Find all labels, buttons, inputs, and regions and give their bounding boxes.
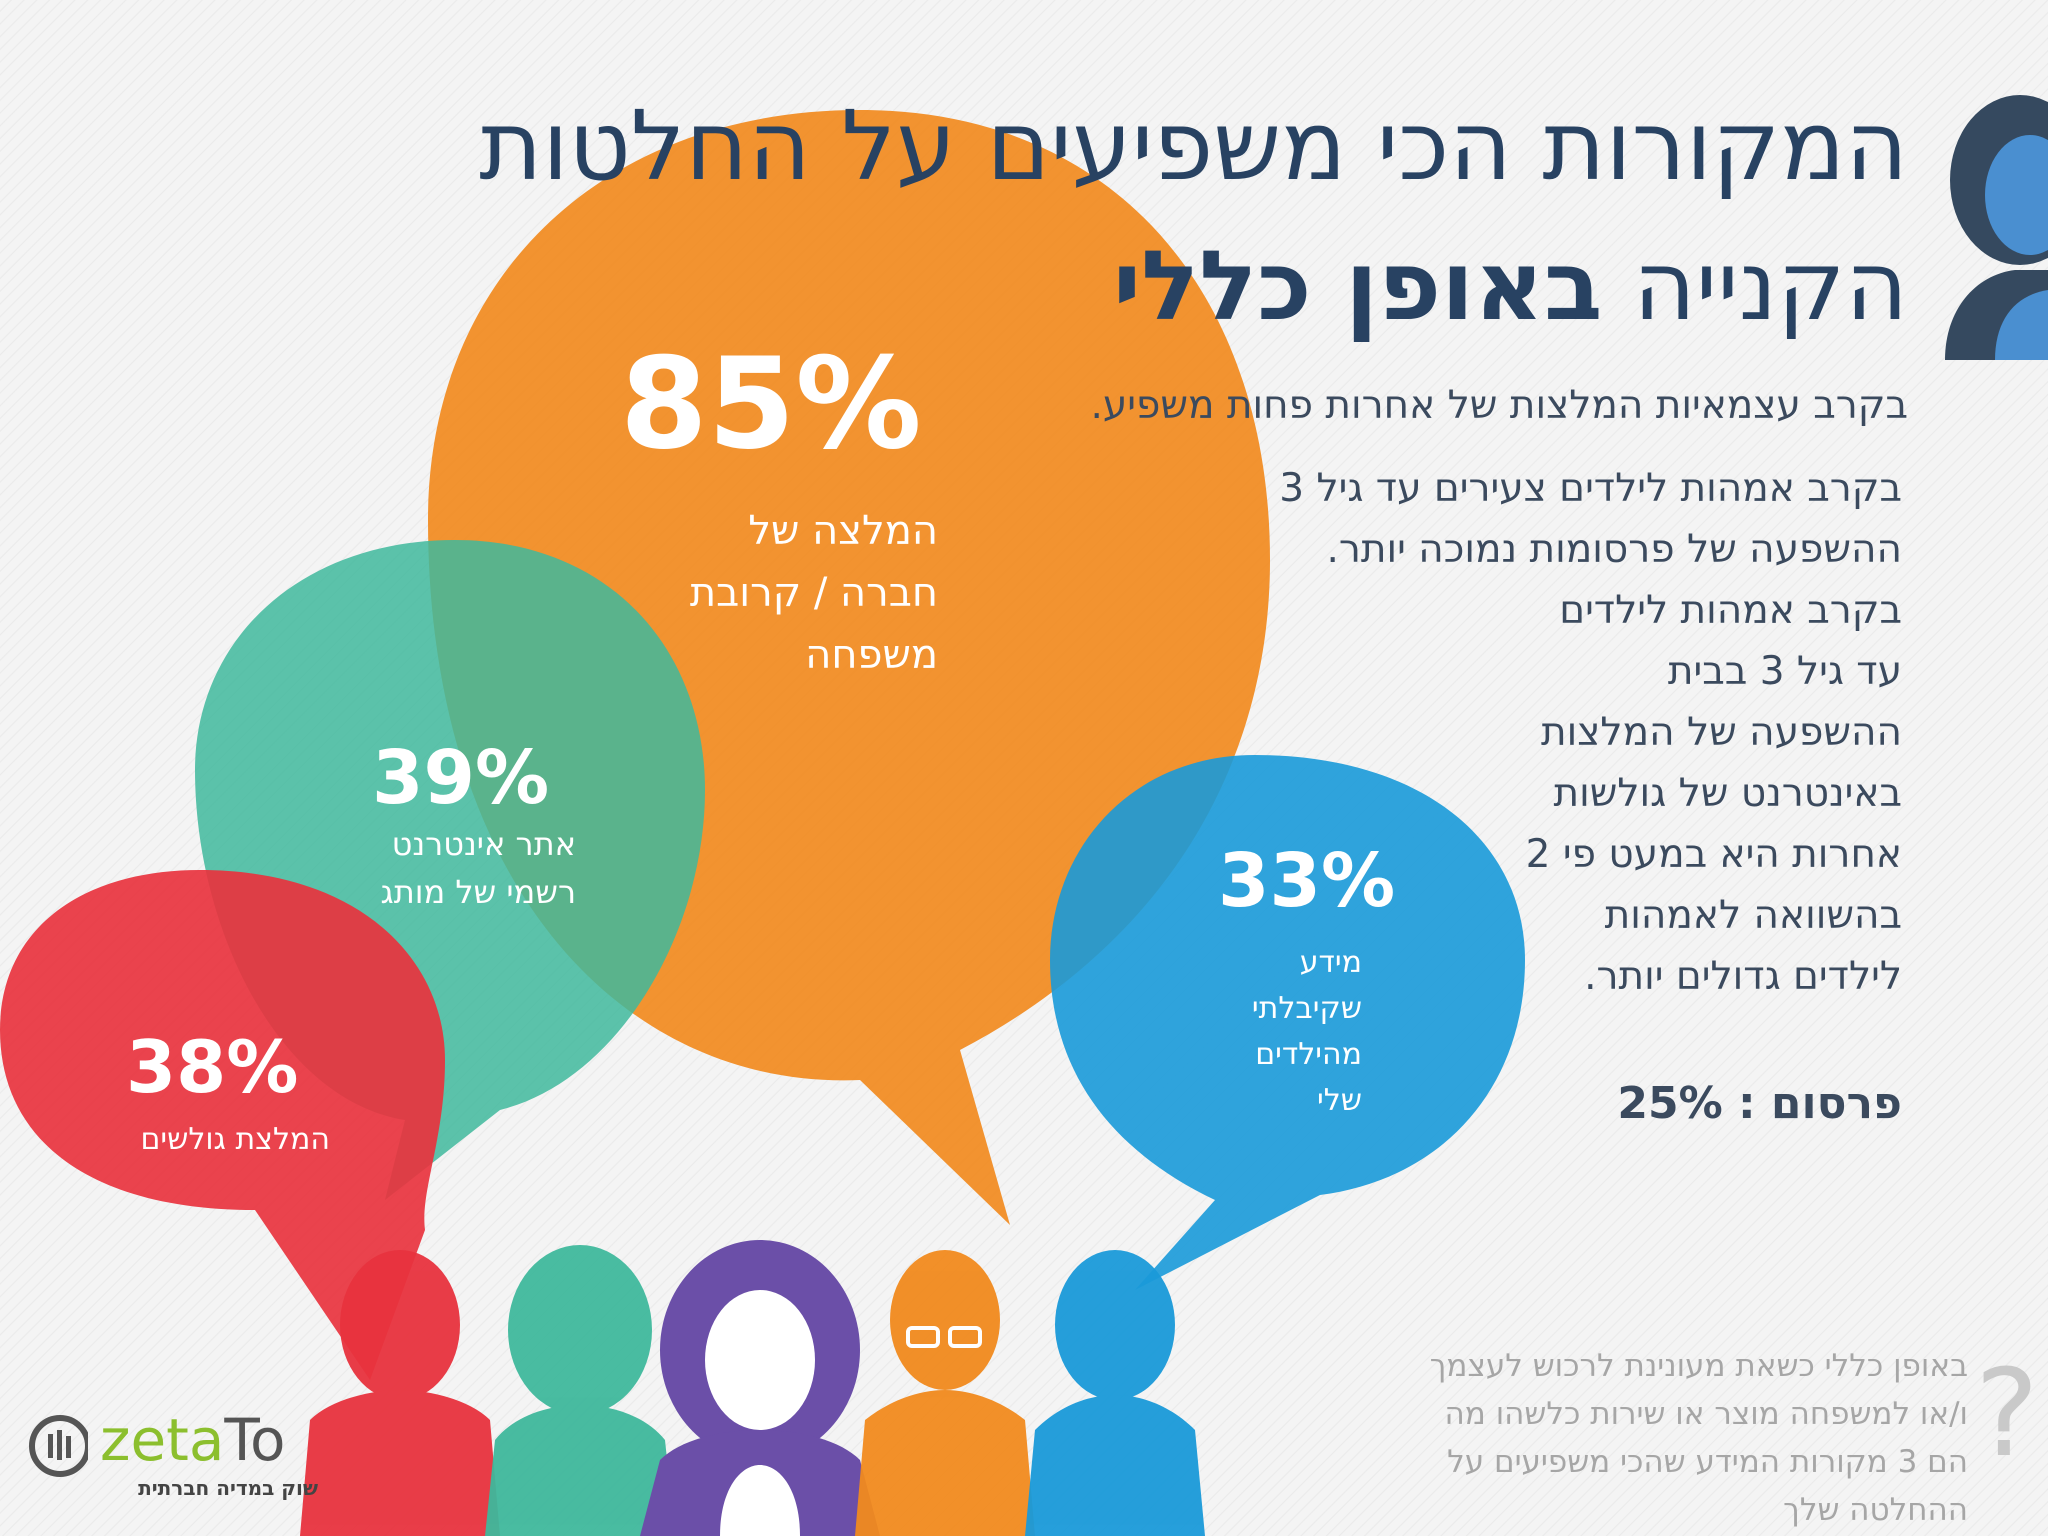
- blue-label-line: שלי: [1316, 1083, 1362, 1118]
- note-line: אחרות היא במעט פי 2: [1525, 832, 1902, 877]
- teal-percent: 39%: [372, 735, 550, 821]
- logo-mark-icon: [29, 1415, 88, 1477]
- red-label-line: המלצת גולשים: [140, 1122, 330, 1157]
- orange-label: המלצה של חברה / קרובת משפחה: [690, 500, 938, 686]
- blue-label-line: שקיבלתי: [1251, 991, 1362, 1026]
- title-bold: באופן כללי: [1112, 230, 1603, 342]
- note-line: עד גיל 3 בבית: [1667, 649, 1902, 694]
- zeta-logo: zetaTo שוק במדיה חברתית: [28, 1408, 318, 1508]
- advertising-value: 25%: [1617, 1078, 1723, 1129]
- teal-label-line: אתר אינטרנט: [391, 825, 576, 863]
- note-top: בקרב עצמאיות המלצות של אחרות פחות משפיע.: [1090, 383, 1909, 428]
- person-teal-icon: [485, 1245, 675, 1536]
- logo-brand-b: To: [224, 1408, 286, 1474]
- advertising-label: פרסום :: [1738, 1078, 1902, 1129]
- orange-percent: 85%: [620, 330, 922, 477]
- logo-brand-a: zeta: [100, 1408, 225, 1474]
- question-line: ו/או למשפחה מוצר או שירות כלשהו מה: [1444, 1396, 1968, 1432]
- page-title-line1: המקורות הכי משפיעים על החלטות: [479, 90, 1908, 202]
- note-line: באינטרנט של גולשות: [1553, 771, 1902, 816]
- logo-wordmark: zetaTo: [100, 1408, 285, 1474]
- person-red-icon: [300, 1250, 500, 1536]
- blue-label-line: מידע: [1299, 945, 1362, 980]
- woman-avatar-icon: [1945, 95, 2048, 360]
- question-mark-icon: ?: [1975, 1345, 2039, 1484]
- person-purple-icon: [640, 1240, 880, 1536]
- logo-tagline: שוק במדיה חברתית: [138, 1476, 318, 1500]
- person-orange-icon: [855, 1250, 1035, 1536]
- blue-bubble: [1050, 755, 1525, 1290]
- note-line: לילדים גדולים יותר.: [1584, 954, 1902, 999]
- question-line: ההחלטה שלך: [1783, 1492, 1968, 1528]
- blue-percent: 33%: [1218, 838, 1396, 924]
- title-plain: הקנייה: [1633, 230, 1908, 342]
- note-line: ההשפעה של המלצות: [1541, 710, 1902, 755]
- orange-label-line: חברה / קרובת: [689, 570, 938, 616]
- orange-label-line: המלצה של: [748, 508, 938, 554]
- person-blue-icon: [1025, 1250, 1205, 1536]
- blue-label-line: מהילדים: [1255, 1037, 1362, 1072]
- advertising-stat: פרסום : 25%: [1617, 1078, 1902, 1129]
- teal-label: אתר אינטרנט רשמי של מותג: [381, 820, 577, 916]
- note-line: בקרב אמהות לילדים: [1559, 588, 1902, 633]
- question-line: באופן כללי כשאת מעונינת לרכוש לעצמך: [1429, 1348, 1968, 1384]
- page-title-line2: הקנייה באופן כללי: [1113, 238, 1908, 334]
- red-label: המלצת גולשים: [140, 1118, 330, 1162]
- teal-label-line: רשמי של מותג: [380, 873, 577, 911]
- red-percent: 38%: [126, 1025, 299, 1109]
- note-line: בקרב אמהות לילדים צעירים עד גיל 3: [1279, 466, 1902, 511]
- note-line: בהשוואה לאמהות: [1604, 893, 1902, 938]
- note-body: בקרב אמהות לילדים צעירים עד גיל 3 ההשפעה…: [1279, 458, 1902, 1007]
- question-line: הם 3 מקורות המידע שהכי משפיעים על: [1447, 1444, 1968, 1480]
- survey-question: באופן כללי כשאת מעונינת לרכוש לעצמך ו/או…: [1430, 1342, 1968, 1534]
- note-line: ההשפעה של פרסומות נמוכה יותר.: [1326, 527, 1903, 572]
- blue-label: מידע שקיבלתי מהילדים שלי: [1252, 940, 1362, 1124]
- people-illustration: [300, 1240, 1205, 1536]
- orange-label-line: משפחה: [805, 632, 938, 678]
- red-bubble: [0, 870, 445, 1380]
